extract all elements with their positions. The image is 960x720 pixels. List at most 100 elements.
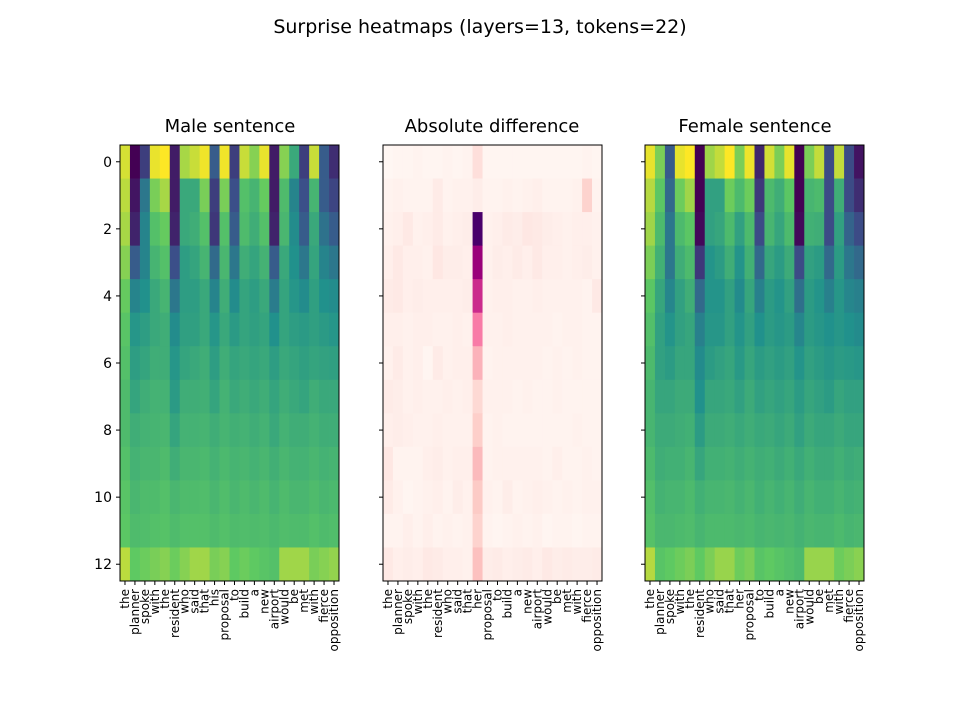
heatmap-cell xyxy=(512,212,523,247)
heatmap-cell xyxy=(522,513,533,548)
heatmap-cell xyxy=(754,446,765,481)
heatmap-cell xyxy=(319,513,330,548)
x-tick-label: airport xyxy=(267,589,281,630)
heatmap-cell xyxy=(482,312,493,347)
heatmap-cell xyxy=(654,480,666,515)
heatmap-cell xyxy=(794,212,805,247)
heatmap-cell xyxy=(412,480,424,515)
heatmap-cell xyxy=(319,413,330,448)
x-tick-label: airport xyxy=(530,589,544,630)
heatmap-cell xyxy=(794,279,805,314)
heatmap-cell xyxy=(684,413,696,448)
x-tick-label: fierce xyxy=(580,589,594,623)
heatmap-cell xyxy=(392,346,404,381)
heatmap-cell xyxy=(209,145,220,179)
heatmap-cell xyxy=(149,178,161,213)
heatmap-cell xyxy=(572,245,583,280)
heatmap-cell xyxy=(804,480,815,515)
x-tick-label: be xyxy=(812,589,826,604)
heatmap-cell xyxy=(572,346,583,381)
heatmap-cell xyxy=(572,178,583,213)
heatmap-cell xyxy=(754,312,765,347)
heatmap-cell xyxy=(502,145,513,179)
heatmap-cell xyxy=(744,279,755,314)
x-tick-label: opposition xyxy=(852,589,866,652)
heatmap-cell xyxy=(694,379,706,414)
heatmap-cell xyxy=(120,245,131,280)
heatmap-cell xyxy=(189,446,201,481)
heatmap-cell xyxy=(784,446,795,481)
heatmap-cell xyxy=(592,513,603,548)
heatmap-cell xyxy=(279,145,290,179)
heatmap-cell xyxy=(329,346,340,381)
x-tick-label: new xyxy=(782,589,796,614)
heatmap-cell xyxy=(199,513,210,548)
heatmap-cell xyxy=(159,212,171,247)
heatmap-cell xyxy=(422,145,434,179)
heatmap-cell xyxy=(189,178,201,213)
heatmap-cell xyxy=(582,446,593,481)
heatmap-cell xyxy=(219,379,230,414)
heatmap-cell xyxy=(462,212,473,247)
heatmap-cell xyxy=(249,212,260,247)
heatmap-cell xyxy=(383,480,394,515)
heatmap-cell xyxy=(392,446,404,481)
heatmap-cell xyxy=(774,145,785,179)
heatmap-cell xyxy=(492,413,503,448)
heatmap-cell xyxy=(654,178,666,213)
heatmap-cell xyxy=(120,178,131,213)
x-tick-label: to xyxy=(752,589,766,601)
heatmap-cell xyxy=(592,413,603,448)
heatmap-cell xyxy=(784,547,795,582)
heatmap-cell xyxy=(189,312,201,347)
heatmap-cell xyxy=(764,379,775,414)
heatmap-cell xyxy=(472,145,483,179)
heatmap-cell xyxy=(774,312,785,347)
heatmap-cell xyxy=(179,379,191,414)
heatmap-cell xyxy=(229,547,240,582)
x-tick-label: to xyxy=(490,589,504,601)
heatmap-cell xyxy=(794,547,805,582)
heatmap-cell xyxy=(179,312,191,347)
heatmap-cell xyxy=(684,446,696,481)
heatmap-cell xyxy=(209,245,220,280)
heatmap-cell xyxy=(149,413,161,448)
heatmap-cell xyxy=(645,547,656,582)
heatmap-cell xyxy=(854,145,865,179)
heatmap-cell xyxy=(259,547,270,582)
x-tick-label: planner xyxy=(128,589,142,635)
heatmap-cell xyxy=(552,379,563,414)
x-tick-label: spoke xyxy=(401,589,415,624)
heatmap-cell xyxy=(522,279,533,314)
heatmap-cell xyxy=(704,312,716,347)
heatmap-cell xyxy=(502,245,513,280)
heatmap-cell xyxy=(814,513,825,548)
heatmap-cell xyxy=(552,446,563,481)
heatmap-cell xyxy=(462,379,473,414)
heatmap-cell xyxy=(159,513,171,548)
heatmap-cell xyxy=(714,413,726,448)
heatmap-cell xyxy=(562,178,573,213)
heatmap-cell xyxy=(209,379,220,414)
heatmap-cell xyxy=(764,413,775,448)
heatmap-cell xyxy=(734,446,745,481)
heatmap-cell xyxy=(572,145,583,179)
heatmap-cell xyxy=(542,547,553,582)
heatmap-cell xyxy=(674,513,686,548)
heatmap-cell xyxy=(392,245,404,280)
heatmap-cell xyxy=(694,279,706,314)
heatmap-cell xyxy=(744,413,755,448)
heatmap-cell xyxy=(422,480,434,515)
heatmap-cell xyxy=(502,178,513,213)
heatmap-cell xyxy=(724,145,735,179)
heatmap-cell xyxy=(532,346,543,381)
heatmap-cell xyxy=(522,312,533,347)
heatmap-cell xyxy=(149,212,161,247)
heatmap-cell xyxy=(239,379,250,414)
heatmap-cell xyxy=(472,513,483,548)
heatmap-cell xyxy=(844,480,855,515)
heatmap-cell xyxy=(259,513,270,548)
x-tick-label: new xyxy=(520,589,534,614)
heatmap-cell xyxy=(562,413,573,448)
heatmap-cell xyxy=(674,245,686,280)
